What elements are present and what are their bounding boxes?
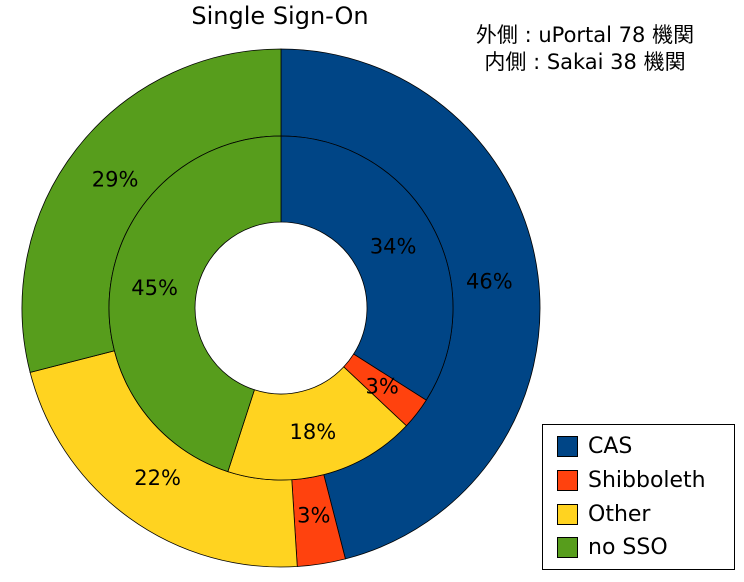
legend-item-other: Other (557, 501, 651, 527)
outer-label-shibboleth: 3% (297, 503, 330, 527)
inner-label-shibboleth: 3% (365, 374, 398, 398)
legend-item-cas: CAS (557, 433, 633, 459)
outer-label-other: 22% (134, 466, 181, 490)
inner-label-no-sso: 45% (131, 276, 178, 300)
inner-label-cas: 34% (370, 234, 417, 258)
legend-item-shibboleth: Shibboleth (557, 467, 706, 493)
outer-label-no-sso: 29% (92, 167, 139, 191)
legend-item-no-sso: no SSO (557, 534, 668, 560)
legend-swatch-cas (557, 435, 578, 457)
legend-swatch-other (557, 503, 578, 525)
inner-label-other: 18% (289, 420, 336, 444)
chart-legend: CAS Shibboleth Other no SSO (542, 424, 735, 570)
data-labels: 46% 3% 22% 29% 34% 3% 18% 45% (92, 167, 513, 527)
inner-ring-sakai (108, 135, 454, 481)
inner-slice-cas (280, 135, 454, 401)
legend-label-shibboleth: Shibboleth (588, 467, 706, 493)
inner-slice-no-sso (108, 135, 282, 473)
outer-label-cas: 46% (466, 270, 513, 294)
outer-ring-uportal (21, 48, 541, 568)
annotation-outer: 外側 : uPortal 78 機関 (475, 23, 695, 47)
legend-label-no-sso: no SSO (588, 534, 668, 560)
chart-title: Single Sign-On (191, 2, 369, 30)
legend-swatch-shibboleth (557, 469, 578, 491)
ring-annotation: 外側 : uPortal 78 機関 内側 : Sakai 38 機関 (430, 22, 740, 76)
inner-slice-other (227, 366, 407, 481)
annotation-inner: 内側 : Sakai 38 機関 (484, 50, 686, 74)
legend-label-cas: CAS (588, 433, 633, 459)
legend-label-other: Other (588, 501, 651, 527)
legend-swatch-no-sso (557, 536, 578, 558)
